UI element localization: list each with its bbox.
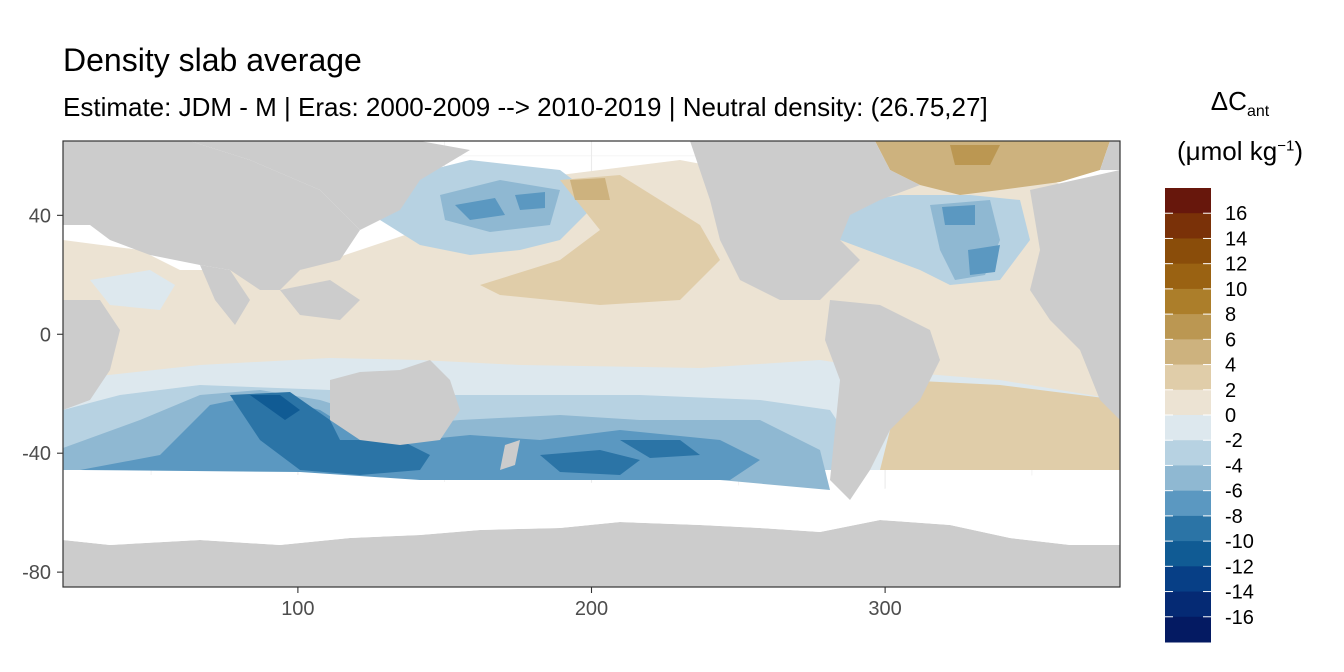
ocean-field-arctic-tan: [875, 141, 1110, 195]
landmass-australia: [330, 360, 460, 445]
antarctica-landmass: [63, 520, 1120, 587]
ocean-field-so-darkest: [250, 395, 300, 420]
legend-swatch: [1165, 440, 1211, 466]
x-tick-label: 300: [868, 598, 901, 620]
ocean-field-npac-core2: [455, 198, 505, 220]
legend-label: 6: [1225, 329, 1236, 351]
landmass-nz: [500, 440, 520, 470]
x-axis: 100 200 300: [281, 587, 902, 620]
x-tick-label: 200: [575, 598, 608, 620]
legend-title: ΔCant: [1210, 86, 1270, 121]
legend-swatch: [1165, 339, 1211, 366]
legend-swatch: [1165, 591, 1211, 618]
ocean-field-so-darker3: [620, 440, 700, 458]
legend-label: 0: [1225, 405, 1236, 427]
legend-swatch: [1165, 364, 1211, 391]
southern-ocean-unsampled: [63, 472, 1120, 545]
legend-label: 10: [1225, 279, 1247, 301]
ocean-field-indian-blue: [90, 270, 175, 310]
landmass-eurasia: [190, 141, 470, 230]
y-tick-label: -80: [22, 562, 51, 584]
x-tick-label: 100: [281, 598, 314, 620]
ocean-field-npac-core3: [515, 192, 545, 210]
y-tick-label: 0: [40, 324, 51, 346]
legend-label: -4: [1225, 455, 1243, 477]
ocean-field-npac-tan2: [570, 178, 610, 200]
chart-title: Density slab average: [63, 42, 362, 78]
legend-label: 2: [1225, 380, 1236, 402]
legend-swatch: [1165, 288, 1211, 315]
legend-label: -14: [1225, 582, 1254, 604]
ocean-field-so-darker2: [540, 450, 640, 475]
legend-units: (μmol kg−1): [1177, 136, 1303, 166]
y-axis: 40 0 -40 -80: [22, 205, 63, 584]
legend-swatch: [1165, 314, 1211, 340]
legend-label: -16: [1225, 607, 1254, 629]
landmass-india: [200, 265, 250, 325]
legend-swatch: [1165, 465, 1211, 492]
legend-swatch: [1165, 263, 1211, 290]
legend-label: 14: [1225, 228, 1247, 250]
y-tick-label: 40: [29, 205, 51, 227]
ocean-field-satl-tan: [880, 380, 1120, 470]
legend-swatch: [1165, 389, 1211, 416]
legend-label: -12: [1225, 556, 1254, 578]
chart-subtitle: Estimate: JDM - M | Eras: 2000-2009 --> …: [63, 92, 988, 122]
legend-label: -8: [1225, 506, 1243, 528]
legend-swatch: [1165, 213, 1211, 239]
landmass-south-america: [825, 300, 940, 500]
landmass-greenland: [1100, 141, 1120, 170]
ocean-field-natl-core3: [968, 245, 1000, 275]
landmass-se-asia: [280, 280, 360, 320]
legend-label: 12: [1225, 254, 1247, 276]
legend-swatch: [1165, 515, 1211, 542]
legend-label: -2: [1225, 430, 1243, 452]
legend-swatch: [1165, 616, 1211, 643]
legend-swatch: [1165, 541, 1211, 567]
legend-swatch: [1165, 415, 1211, 441]
legend-swatch: [1165, 566, 1211, 593]
legend-label: -6: [1225, 481, 1243, 503]
legend-colorbar: 16 14 12 10 8 6 4 2 0 -2 -4 -6 -8 -10 -12 -14 -16: [1165, 188, 1254, 643]
legend-label: 4: [1225, 355, 1236, 377]
landmass-africa: [63, 141, 360, 410]
ocean-field-npac-tan: [480, 175, 720, 305]
y-tick-label: -40: [22, 443, 51, 465]
landmass-north-america: [690, 141, 920, 300]
legend-swatch: [1165, 238, 1211, 265]
plot-panel: [62, 140, 1121, 588]
landmass-europe-africa-east: [1030, 170, 1120, 420]
legend-swatch: [1165, 490, 1211, 517]
ocean-field-natl-core2: [942, 205, 975, 225]
legend-label: -10: [1225, 531, 1254, 553]
legend-swatch: [1165, 188, 1211, 214]
legend-label: 16: [1225, 203, 1247, 225]
ocean-field-arctic-tan2: [950, 145, 1000, 165]
legend-label: 8: [1225, 304, 1236, 326]
